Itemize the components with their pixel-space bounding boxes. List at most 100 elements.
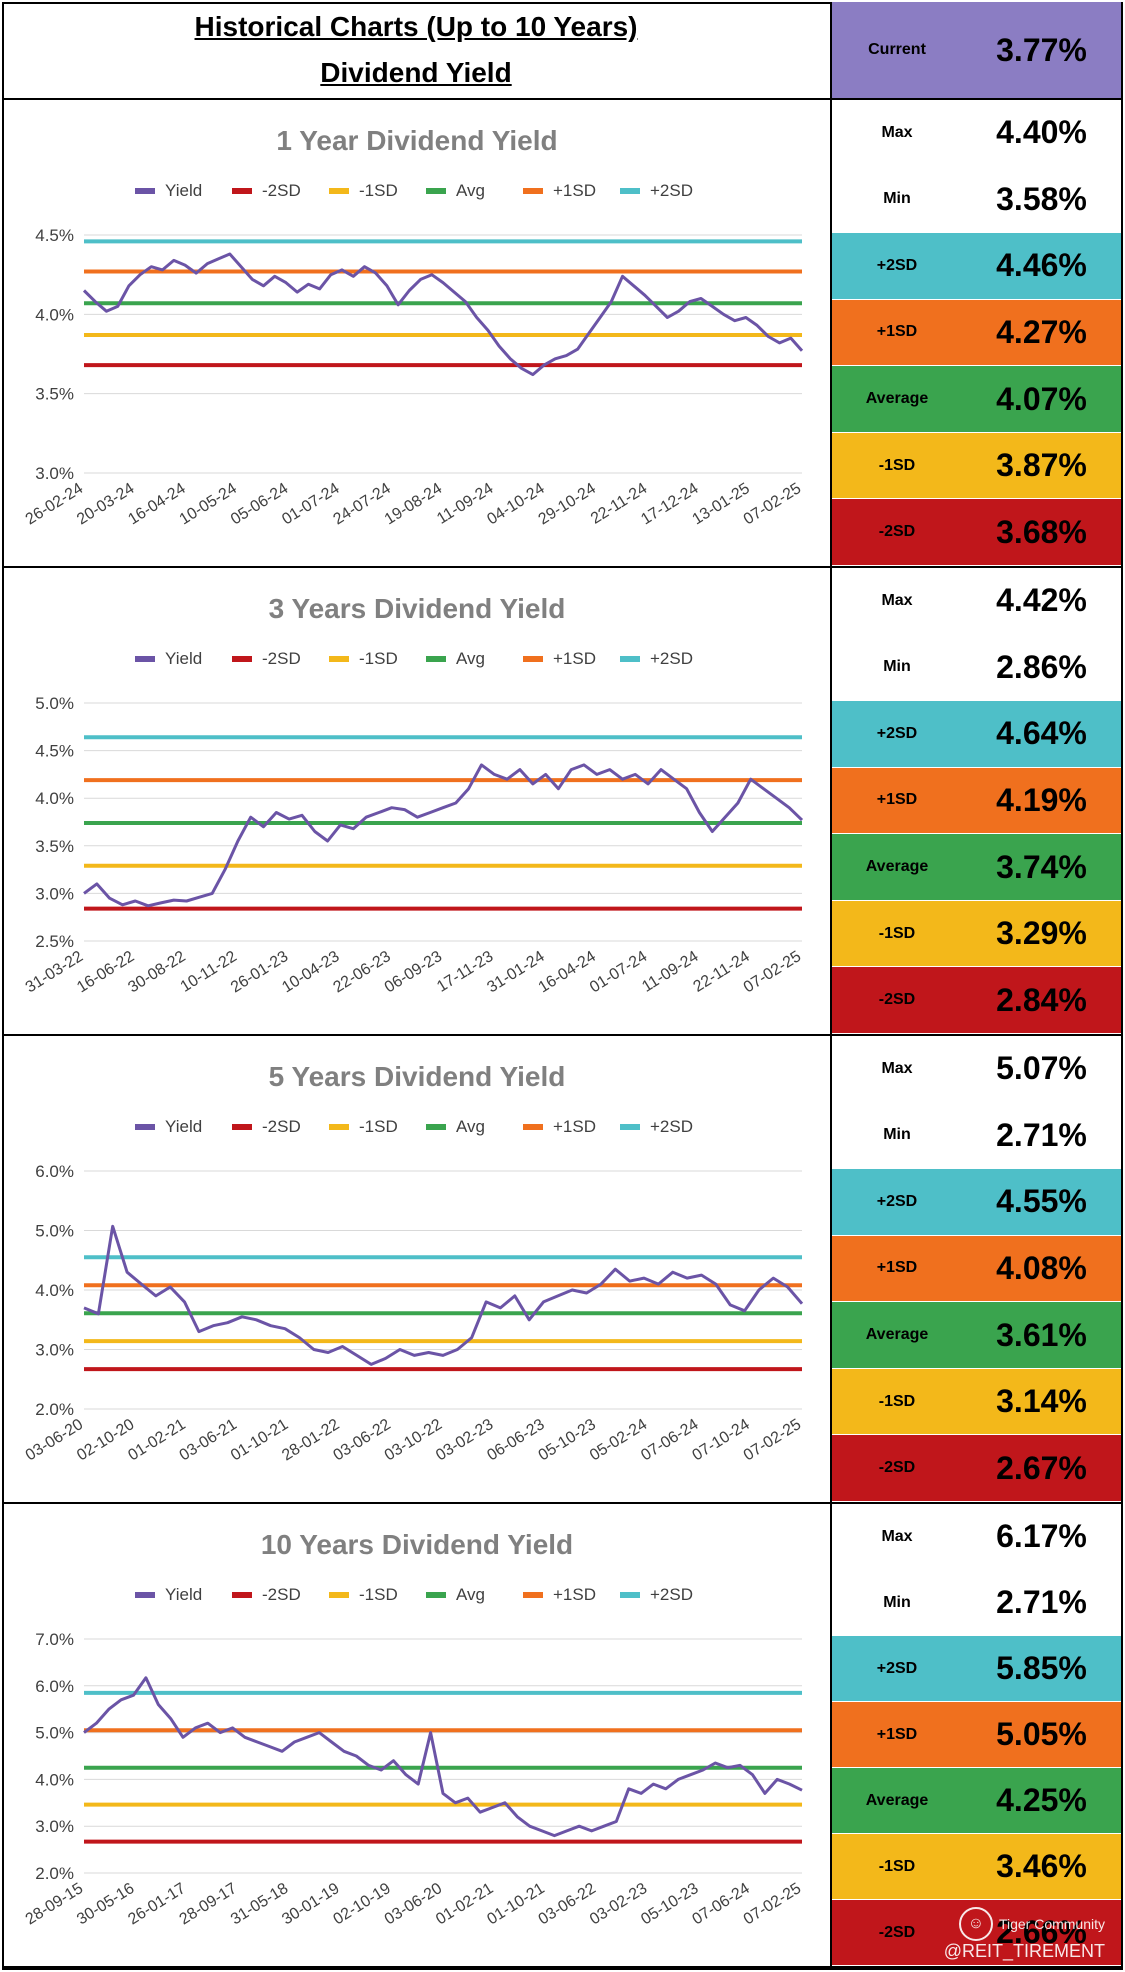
legend-swatch-plus1sd	[523, 1124, 543, 1130]
stat-label: -2SD	[878, 1923, 916, 1941]
legend-label-minus1sd: -1SD	[359, 1117, 398, 1136]
chart-svg: 10 Years Dividend Yield Yield -2SD -1SD Avg +…	[23, 1529, 804, 1928]
legend-label-plus2sd: +2SD	[650, 181, 693, 200]
chart-title: 3 Years Dividend Yield	[269, 593, 566, 624]
x-tick-label: 29-10-24	[536, 480, 599, 528]
y-tick-label: 5.0%	[35, 694, 74, 713]
stat-value: 5.07%	[996, 1050, 1087, 1087]
x-tick-label: 28-01-22	[279, 1416, 342, 1464]
legend-swatch-minus1sd	[329, 1124, 349, 1130]
stat-value: 3.58%	[996, 180, 1087, 217]
x-tick-label: 07-02-25	[741, 1416, 804, 1464]
x-tick-label: 17-12-24	[638, 480, 701, 528]
stat-value: 5.85%	[996, 1650, 1087, 1686]
stat-value: 4.27%	[996, 313, 1087, 350]
legend-swatch-avg	[426, 188, 446, 194]
chart-title: 1 Year Dividend Yield	[276, 125, 557, 156]
watermark-brand: Tiger Community	[998, 1916, 1105, 1932]
legend-label-plus2sd: +2SD	[650, 1585, 693, 1604]
x-tick-label: 28-09-17	[177, 1880, 240, 1928]
yield-series-line	[83, 763, 804, 908]
legend-label-yield: Yield	[165, 649, 202, 668]
stat-value: 4.46%	[996, 247, 1087, 284]
stat-value: 3.14%	[996, 1383, 1087, 1420]
stat-cell-min: Min 2.71%	[832, 1102, 1121, 1170]
legend-label-yield: Yield	[165, 1585, 202, 1604]
current-yield-cell: Current 3.77%	[832, 2, 1121, 100]
legend-label-plus1sd: +1SD	[553, 181, 596, 200]
stat-value: 2.71%	[996, 1584, 1087, 1620]
x-tick-label: 06-06-23	[484, 1416, 547, 1464]
yield-series-line	[83, 1676, 803, 1838]
stat-cell-max: Max 4.42%	[832, 568, 1121, 635]
page-header: Historical Charts (Up to 10 Years) Divid…	[2, 2, 832, 100]
stat-label: Average	[865, 858, 929, 876]
stat-label: -1SD	[878, 1857, 916, 1875]
watermark-handle: @REIT_TIREMENT	[943, 1941, 1105, 1961]
stat-value: 2.71%	[996, 1116, 1087, 1153]
stat-value: 4.42%	[996, 582, 1087, 619]
x-tick-label: 01-10-21	[484, 1880, 547, 1928]
x-tick-label: 01-10-21	[228, 1416, 291, 1464]
current-value: 3.77%	[996, 31, 1087, 68]
x-tick-label: 13-01-25	[690, 480, 753, 528]
stat-value: 4.25%	[996, 1782, 1087, 1818]
stat-value: 4.08%	[996, 1249, 1087, 1286]
y-tick-label: 5.0%	[35, 1724, 74, 1743]
stat-label: +1SD	[876, 1725, 918, 1743]
legend-label-plus2sd: +2SD	[650, 1117, 693, 1136]
x-tick-label: 10-04-23	[279, 948, 342, 996]
stat-value: 6.17%	[996, 1518, 1087, 1554]
legend-label-plus1sd: +1SD	[553, 1117, 596, 1136]
stat-cell-max: Max 5.07%	[832, 1036, 1121, 1103]
legend-swatch-minus2sd	[232, 1124, 252, 1130]
legend-swatch-avg	[426, 1592, 446, 1598]
stat-label: Max	[881, 591, 913, 609]
stat-value: 3.87%	[996, 447, 1087, 484]
stat-label: +2SD	[876, 1192, 918, 1210]
x-tick-label: 20-03-24	[74, 480, 137, 528]
y-tick-label: 4.5%	[35, 226, 74, 245]
stat-value: 2.66%	[996, 1914, 1087, 1950]
x-tick-label: 05-06-24	[228, 480, 291, 528]
legend-swatch-avg	[426, 1124, 446, 1130]
y-tick-label: 2.5%	[35, 932, 74, 951]
stat-label: Min	[883, 658, 911, 676]
legend-label-minus2sd: -2SD	[262, 181, 301, 200]
stat-label: +2SD	[876, 256, 918, 274]
stat-cell-plus1sd: +1SD 4.08%	[832, 1235, 1121, 1303]
stat-value: 5.05%	[996, 1716, 1087, 1752]
stat-value: 4.19%	[996, 781, 1087, 818]
legend-swatch-yield	[135, 1592, 155, 1598]
x-tick-label: 03-06-22	[536, 1880, 599, 1928]
x-tick-label: 03-02-23	[587, 1880, 650, 1928]
x-tick-label: 10-11-22	[178, 948, 240, 996]
stat-cell-minus2sd: -2SD 2.84%	[832, 967, 1121, 1034]
x-tick-label: 16-04-24	[125, 480, 188, 528]
stats-column: Max 4.40% Min 3.58% +2SD 4.46% +1SD 4.27% Averag…	[832, 100, 1121, 568]
stat-label: Max	[881, 1059, 913, 1077]
x-tick-label: 03-06-22	[331, 1416, 394, 1464]
y-tick-label: 4.0%	[35, 305, 74, 324]
x-tick-label: 30-08-22	[125, 948, 188, 996]
stat-label: Max	[881, 1527, 913, 1545]
legend-label-minus1sd: -1SD	[359, 181, 398, 200]
stat-value: 2.84%	[996, 981, 1087, 1018]
stat-cell-plus1sd: +1SD 4.19%	[832, 767, 1121, 835]
y-tick-label: 3.0%	[35, 1817, 74, 1836]
y-tick-label: 4.0%	[35, 1770, 74, 1789]
legend-swatch-plus1sd	[523, 1592, 543, 1598]
x-tick-label: 07-06-24	[638, 1416, 701, 1464]
y-tick-label: 2.0%	[35, 1400, 74, 1419]
current-label: Current	[868, 41, 926, 58]
legend-swatch-avg	[426, 656, 446, 662]
stats-column: Max 4.42% Min 2.86% +2SD 4.64% +1SD 4.19% Averag…	[832, 568, 1121, 1036]
legend-swatch-yield	[135, 188, 155, 194]
legend-swatch-minus1sd	[329, 1592, 349, 1598]
stat-cell-minus2sd: -2SD 3.68%	[832, 499, 1121, 566]
legend-label-minus2sd: -2SD	[262, 1117, 301, 1136]
watermark: ☺ Tiger Community @REIT_TIREMENT	[944, 1907, 1105, 1962]
stat-value: 3.61%	[996, 1316, 1087, 1353]
x-tick-label: 28-09-15	[23, 1880, 86, 1928]
